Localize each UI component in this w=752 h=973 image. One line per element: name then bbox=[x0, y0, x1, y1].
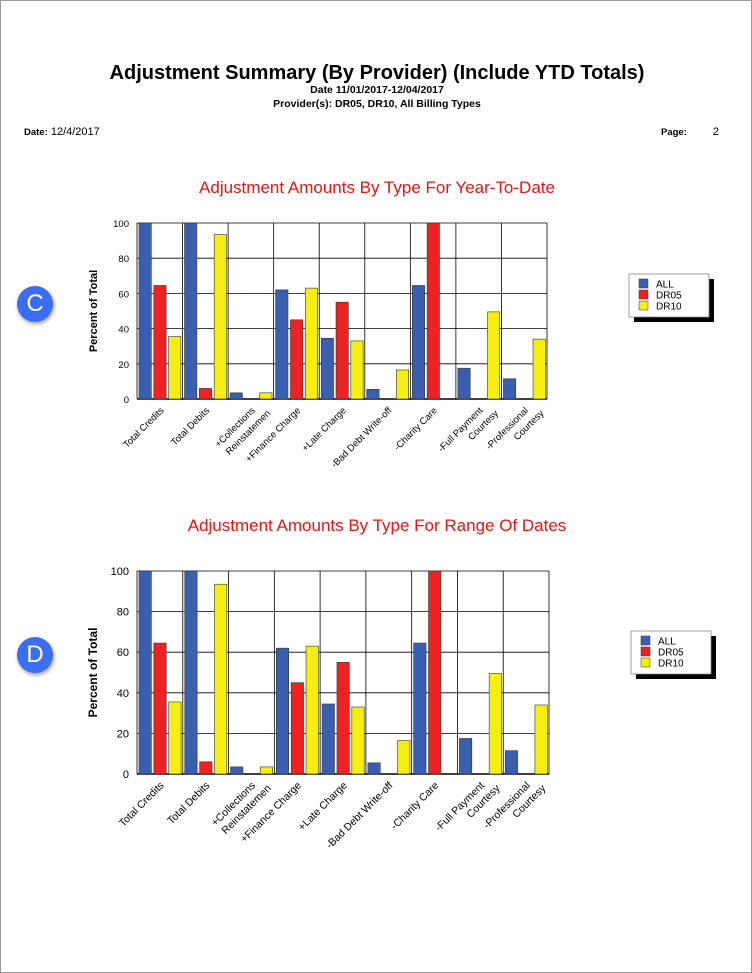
bar-dr10 bbox=[396, 369, 409, 400]
chart-ytd: Adjustment Amounts By Type For Year-To-D… bbox=[88, 178, 714, 470]
y-axis-label: Percent of Total bbox=[88, 270, 100, 352]
bar-all bbox=[413, 642, 427, 775]
bar-all bbox=[367, 762, 381, 775]
badge-c: C bbox=[17, 286, 53, 322]
bar-all bbox=[138, 222, 152, 400]
bar-dr10 bbox=[305, 645, 319, 775]
date-range: Date 11/01/2017-12/04/2017 bbox=[310, 84, 444, 96]
legend-swatch-dr10 bbox=[638, 300, 649, 311]
legend-swatch-dr05 bbox=[638, 289, 649, 300]
bar-all bbox=[320, 337, 334, 400]
bar-dr05 bbox=[153, 285, 167, 400]
chart-title: Adjustment Amounts By Type For Range Of … bbox=[188, 516, 567, 535]
bar-all bbox=[366, 389, 380, 400]
x-tick-label: -ProfessionalCourtesy bbox=[484, 399, 547, 462]
y-tick-label: 40 bbox=[117, 688, 129, 700]
x-tick-label: -ProfessionalCourtesy bbox=[481, 773, 549, 841]
bar-dr10 bbox=[351, 706, 365, 775]
report-title: Adjustment Summary (By Provider) (Includ… bbox=[109, 62, 645, 84]
bar-dr10 bbox=[304, 287, 318, 400]
y-tick-label: 0 bbox=[123, 769, 129, 781]
bar-dr05 bbox=[153, 642, 167, 775]
bar-all bbox=[503, 378, 517, 400]
bar-all bbox=[504, 750, 518, 775]
bar-dr05 bbox=[428, 570, 442, 775]
bar-dr10 bbox=[397, 740, 411, 775]
legend-swatch-dr05 bbox=[640, 646, 651, 657]
y-tick-label: 80 bbox=[118, 254, 129, 265]
bar-all bbox=[229, 392, 243, 400]
chart-title: Adjustment Amounts By Type For Year-To-D… bbox=[199, 178, 555, 197]
bar-dr10 bbox=[534, 704, 548, 775]
bar-all bbox=[412, 285, 425, 400]
bar-dr05 bbox=[336, 662, 350, 775]
date-value: 12/4/2017 bbox=[50, 126, 100, 138]
bar-all bbox=[459, 738, 473, 775]
bar-dr10 bbox=[488, 673, 502, 775]
bar-all bbox=[276, 647, 289, 775]
bar-all bbox=[184, 570, 198, 775]
providers: Provider(s): DR05, DR10, All Billing Typ… bbox=[273, 98, 481, 110]
legend-swatch-all bbox=[638, 278, 649, 289]
report-date: Date: 12/4/2017 bbox=[24, 126, 100, 138]
bar-dr05 bbox=[426, 222, 440, 400]
x-tick-label: Total Debits bbox=[165, 780, 212, 827]
bar-all bbox=[275, 289, 289, 400]
y-tick-label: 60 bbox=[117, 647, 129, 659]
y-tick-label: 20 bbox=[117, 728, 129, 740]
y-tick-label: 0 bbox=[124, 395, 129, 406]
bar-dr10 bbox=[168, 701, 182, 775]
bar-dr05 bbox=[335, 301, 349, 400]
bar-dr10 bbox=[259, 392, 273, 400]
page-number: Page: 2 bbox=[661, 126, 719, 138]
bar-dr10 bbox=[214, 583, 228, 775]
bar-dr10 bbox=[487, 311, 501, 400]
y-tick-label: 20 bbox=[118, 360, 129, 371]
x-tick-label: -Charity Care bbox=[392, 405, 440, 453]
x-tick-label: -Full PaymentCourtesy bbox=[436, 399, 501, 464]
y-tick-label: 100 bbox=[113, 219, 129, 230]
y-tick-label: 40 bbox=[118, 325, 129, 336]
bar-dr05 bbox=[290, 319, 304, 400]
x-tick-label: Total Credits bbox=[121, 405, 166, 450]
bar-dr05 bbox=[290, 682, 304, 775]
bar-all bbox=[457, 367, 471, 400]
page-value: 2 bbox=[712, 126, 719, 138]
bar-all bbox=[138, 570, 152, 775]
legend-swatch-all bbox=[640, 635, 651, 646]
bar-dr05 bbox=[199, 761, 213, 775]
date-label: Date: bbox=[24, 127, 48, 138]
legend-label: ALL bbox=[656, 280, 674, 291]
x-tick-label: -Full PaymentCourtesy bbox=[433, 773, 503, 843]
badge-d: D bbox=[17, 637, 53, 673]
y-axis-label: Percent of Total bbox=[86, 628, 100, 718]
y-tick-label: 80 bbox=[117, 607, 129, 619]
y-tick-label: 100 bbox=[111, 566, 129, 578]
legend-label: DR05 bbox=[658, 648, 684, 659]
x-tick-label: Total Debits bbox=[169, 405, 212, 448]
x-tick-label: +Late Charge bbox=[300, 405, 349, 454]
bar-all bbox=[230, 766, 244, 775]
x-tick-label: +CollectionsReinstatemen bbox=[209, 773, 274, 838]
legend-label: DR05 bbox=[656, 291, 682, 302]
bar-dr05 bbox=[199, 388, 212, 400]
page-label: Page: bbox=[661, 127, 687, 138]
legend-label: DR10 bbox=[658, 659, 684, 670]
x-tick-label: Total Credits bbox=[117, 780, 167, 830]
bar-dr10 bbox=[168, 336, 182, 400]
bar-dr10 bbox=[532, 338, 546, 400]
legend-swatch-dr10 bbox=[640, 657, 651, 668]
bar-all bbox=[184, 222, 198, 400]
chart-range: Adjustment Amounts By Type For Range Of … bbox=[86, 516, 716, 851]
legend-label: DR10 bbox=[656, 302, 682, 313]
bar-all bbox=[321, 703, 335, 775]
legend-label: ALL bbox=[658, 637, 676, 648]
bar-dr10 bbox=[259, 766, 273, 775]
y-tick-label: 60 bbox=[118, 289, 129, 300]
bar-dr10 bbox=[350, 340, 364, 400]
bar-dr10 bbox=[213, 234, 227, 400]
